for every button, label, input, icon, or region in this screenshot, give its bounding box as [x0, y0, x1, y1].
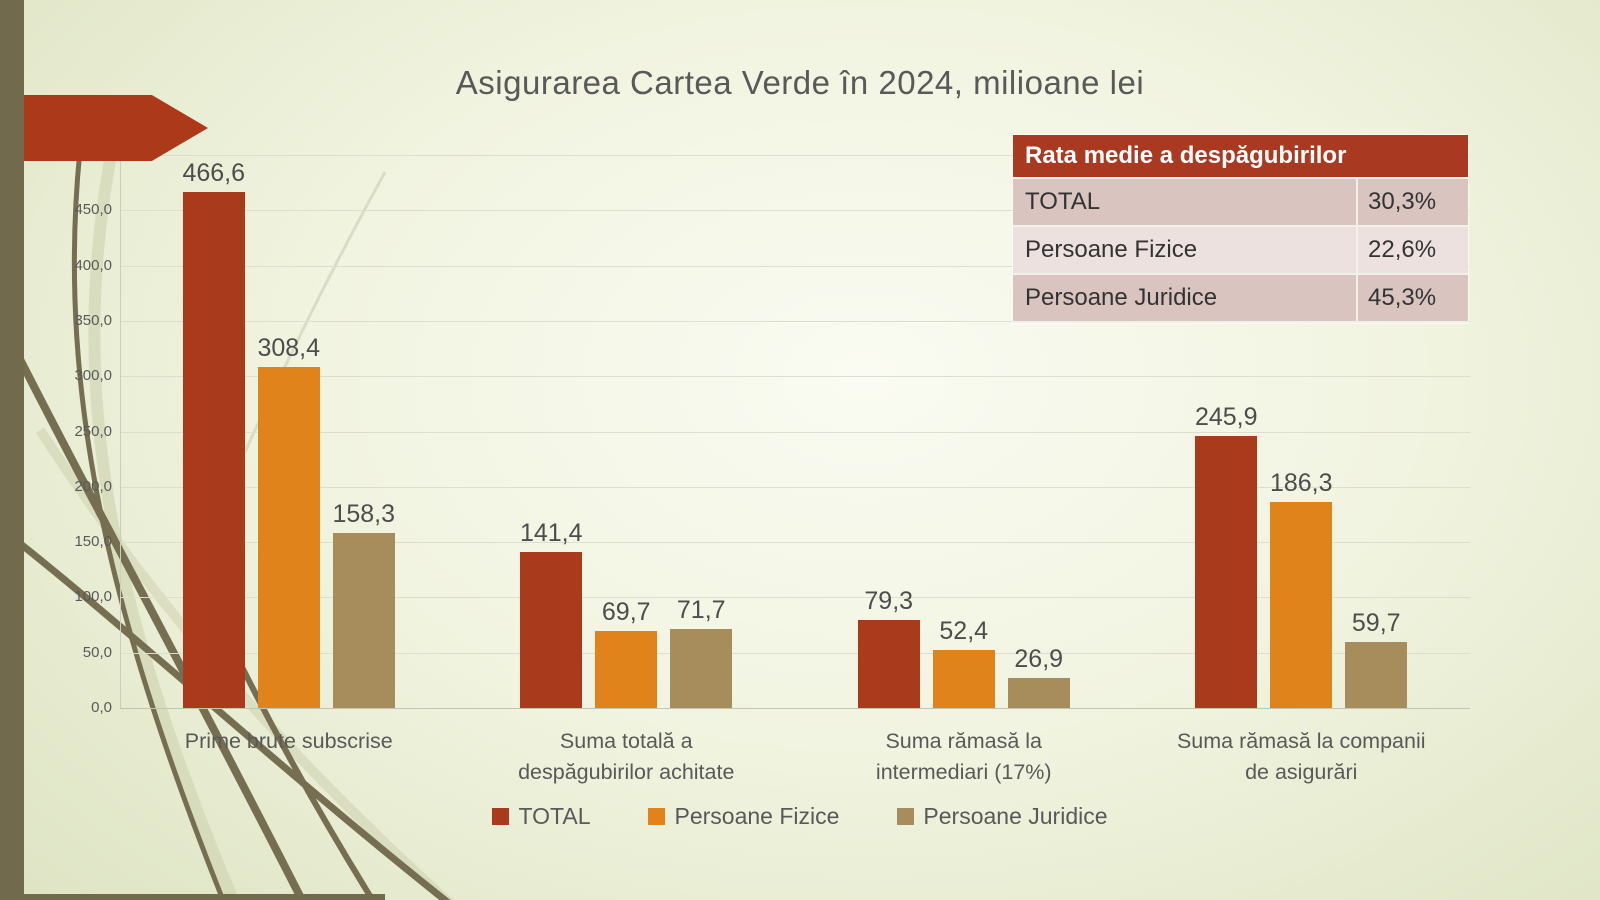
gridline — [120, 155, 1470, 156]
y-axis-tick-label: 400,0 — [74, 256, 112, 274]
y-axis-tick-label: 0,0 — [91, 699, 112, 716]
y-axis-tick-label: 150,0 — [74, 533, 112, 551]
bar-value-label: 59,7 — [1351, 608, 1401, 637]
slide-title: Asigurarea Cartea Verde în 2024, milioan… — [455, 64, 1145, 101]
gridline — [120, 708, 1470, 709]
legend-label: Persoane Fizice — [674, 803, 840, 829]
gridline — [120, 597, 1470, 599]
y-axis-tick-label: 200,0 — [74, 477, 112, 495]
gridline — [120, 320, 1470, 322]
table-row-value: 30,3% — [1356, 179, 1468, 225]
y-axis-tick-label: 450,0 — [74, 201, 112, 219]
bar-persoane-juridice — [332, 532, 395, 708]
table-row: TOTAL 30,3% — [1013, 179, 1468, 227]
bar-value-label: 466,6 — [182, 158, 246, 187]
x-axis-category-label: Suma totală a despăgubirilor achitate — [518, 729, 735, 785]
table-row-value: 45,3% — [1356, 275, 1468, 321]
bar-persoane-fizice — [932, 650, 995, 708]
legend-item-total: TOTAL — [492, 803, 590, 830]
table-row-label: TOTAL — [1025, 188, 1101, 215]
bar-persoane-juridice — [1007, 678, 1070, 708]
y-axis-tick-label: 350,0 — [74, 311, 112, 329]
bar-value-label: 245,9 — [1194, 403, 1258, 432]
bar-total — [182, 191, 245, 708]
table-row-label: Persoane Fizice — [1025, 236, 1198, 263]
bar-persoane-fizice — [257, 366, 320, 708]
bar-value-label: 186,3 — [1269, 468, 1333, 497]
bar-value-label: 79,3 — [864, 587, 914, 616]
rata-table-header: Rata medie a despăgubirilor — [1013, 135, 1468, 179]
bar-value-label: 158,3 — [332, 499, 396, 528]
bar-value-label: 141,4 — [519, 518, 583, 547]
left-accent-bar — [0, 0, 24, 900]
chart-legend: TOTAL Persoane Fizice Persoane Juridice — [0, 803, 1600, 830]
bar-value-label: 71,7 — [676, 595, 726, 624]
y-axis-line — [120, 155, 121, 708]
bar-total — [1195, 436, 1258, 708]
legend-swatch — [492, 808, 510, 825]
gridline — [120, 376, 1470, 378]
x-axis-category-label: Suma rămasă la intermediari (17%) — [875, 729, 1052, 785]
legend-swatch — [648, 808, 666, 825]
x-axis-category-label: Prime brute subscrise — [184, 729, 393, 753]
bar-persoane-juridice — [670, 628, 733, 708]
rata-table: Rata medie a despăgubirilor TOTAL 30,3% … — [1013, 135, 1468, 323]
legend-item-persoane-fizice: Persoane Fizice — [648, 803, 839, 830]
gridline — [120, 431, 1470, 433]
legend-label: TOTAL — [518, 803, 591, 829]
gridline — [120, 652, 1470, 654]
legend-item-persoane-juridice: Persoane Juridice — [897, 803, 1108, 830]
bar-value-label: 69,7 — [601, 597, 651, 626]
bar-persoane-fizice — [1270, 501, 1333, 708]
bar-persoane-fizice — [595, 630, 658, 708]
bar-total — [857, 620, 920, 708]
x-axis-category-label: Suma rămasă la companii de asigurări — [1176, 729, 1426, 785]
y-axis-tick-label: 100,0 — [74, 588, 112, 606]
bar-value-label: 26,9 — [1014, 645, 1064, 674]
table-row: Persoane Fizice 22,6% — [1013, 227, 1468, 275]
bottom-accent-strip — [0, 894, 385, 900]
y-axis-tick-label: 50,0 — [82, 643, 112, 661]
gridline — [120, 542, 1470, 544]
bar-persoane-juridice — [1345, 641, 1408, 708]
legend-swatch — [897, 808, 915, 825]
gridline — [120, 265, 1470, 267]
bar-total — [520, 551, 583, 708]
table-row-value: 22,6% — [1356, 227, 1468, 273]
y-axis-tick-label: 300,0 — [74, 367, 112, 385]
table-row: Persoane Juridice 45,3% — [1013, 275, 1468, 323]
y-axis-tick-label: 250,0 — [74, 422, 112, 440]
bar-value-label: 52,4 — [939, 617, 989, 646]
legend-label: Persoane Juridice — [923, 803, 1108, 829]
bar-value-label: 308,4 — [257, 333, 321, 362]
table-row-label: Persoane Juridice — [1025, 284, 1218, 311]
gridline — [120, 486, 1470, 488]
gridline — [120, 210, 1470, 212]
